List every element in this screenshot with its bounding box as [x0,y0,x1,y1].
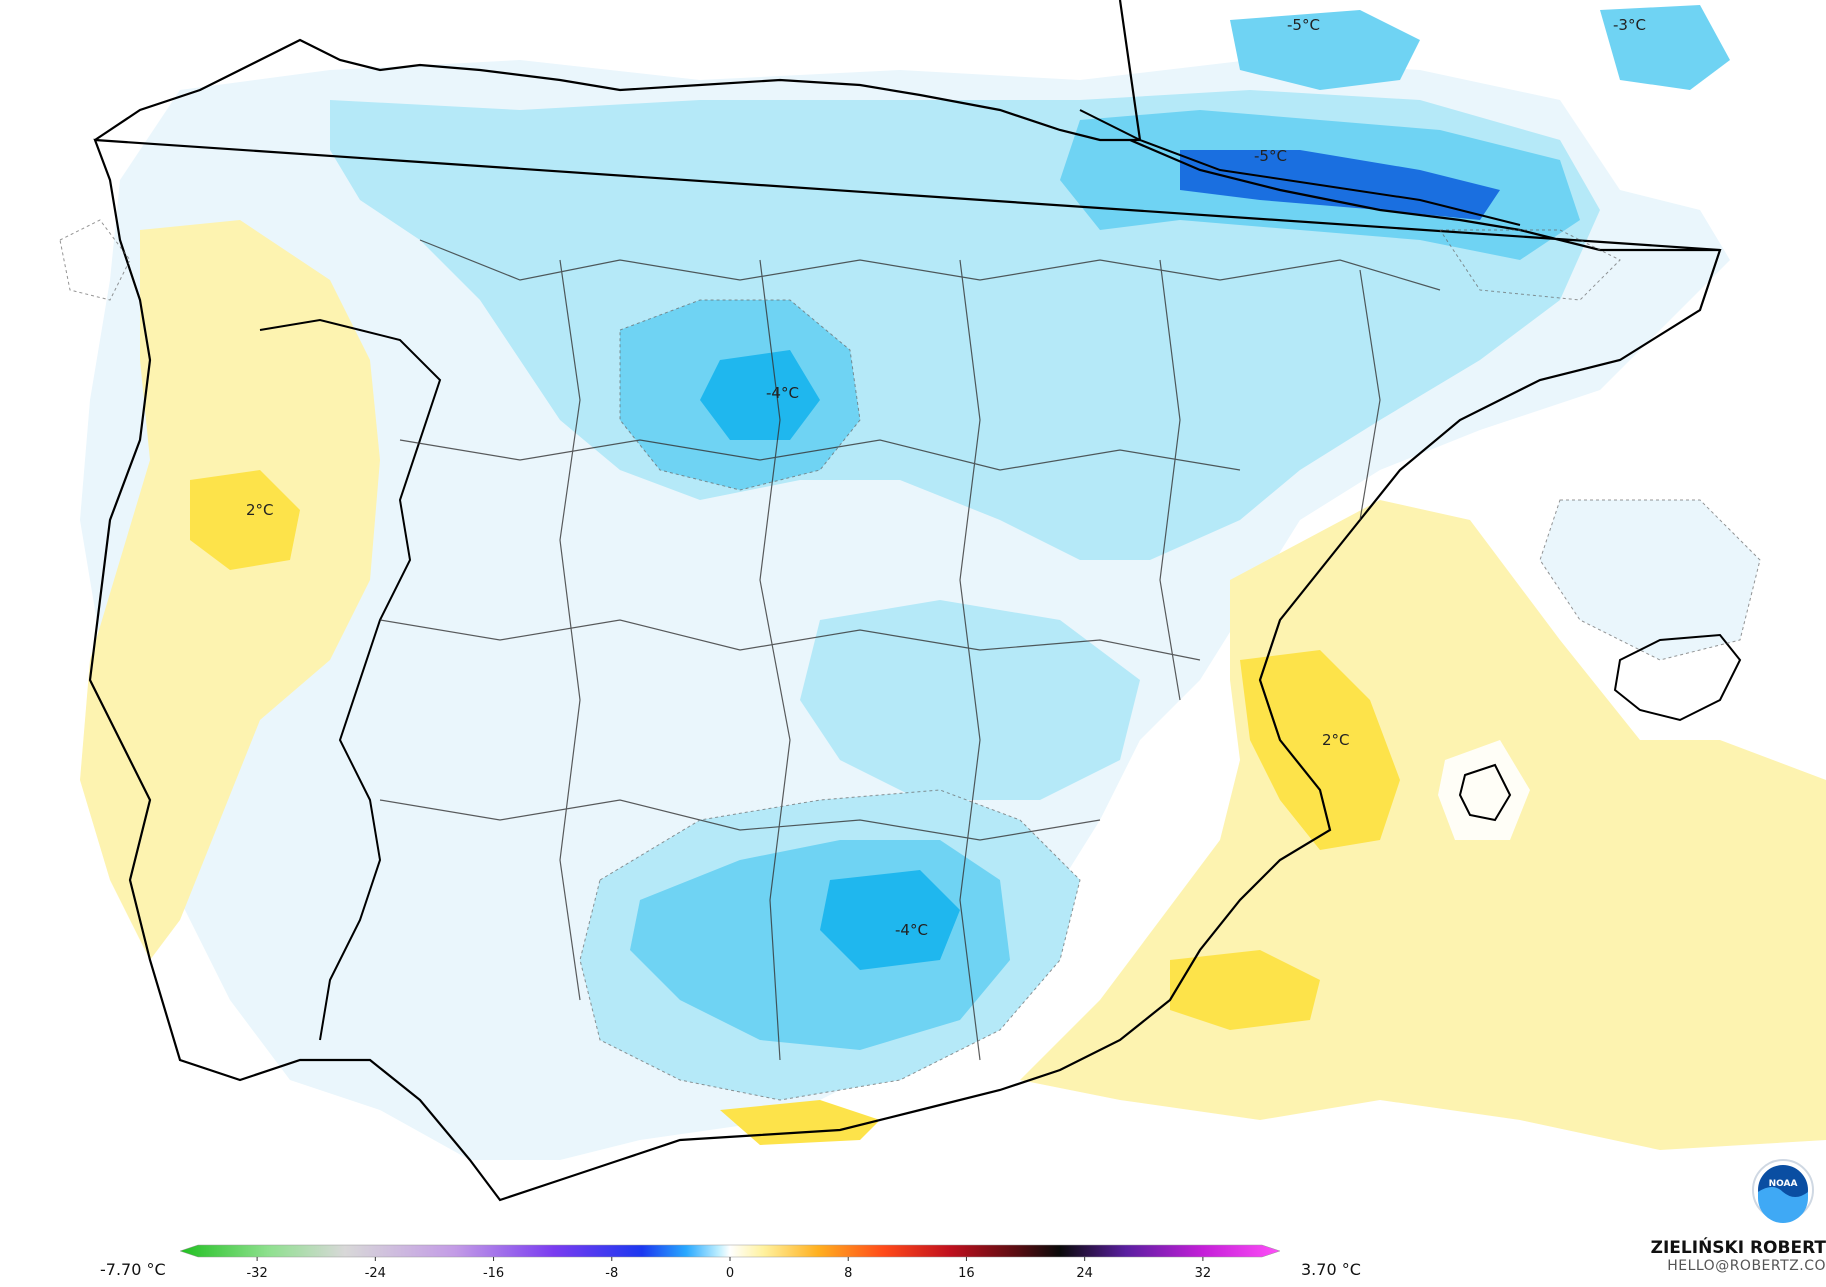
anomaly-core-far-northeast [1600,5,1730,90]
island-mallorca [1613,633,1742,722]
pyrenees-border [1079,109,1521,226]
legend-footer: -7.70 °C [0,1232,1826,1287]
island-ibiza-outline [1458,763,1512,822]
author-block: ZIELIŃSKI ROBERT HELLO@ROBERTZ.CO [1651,1238,1826,1274]
colorbar-body [179,1244,1281,1258]
colorbar-tick-label: 32 [1195,1266,1212,1281]
anomaly-peak-central [700,350,820,440]
contour-lines [59,219,1761,1101]
anomaly-field-center [800,600,1140,800]
anomaly-peak-south [820,870,960,970]
province-borders [379,239,1441,1061]
anomaly-warm-malaga [720,1100,880,1145]
svg-text:NOAA: NOAA [1769,1179,1798,1189]
author-name: ZIELIŃSKI ROBERT [1650,1238,1826,1258]
anomaly-warm-portugal [80,220,380,960]
colorbar-tick-label: 8 [844,1266,852,1281]
anomaly-core-northeast [1230,10,1420,90]
colorbar: -32 -24 -16 -8 0 8 16 24 32 [179,1244,1281,1281]
colorbar-ticks: -32 -24 -16 -8 0 8 16 24 32 [246,1257,1211,1281]
author-email: HELLO@ROBERTZ.CO [1667,1258,1826,1274]
anomaly-field-balearic [1540,500,1760,660]
temp-label: -3°C [1613,16,1646,34]
coastline [88,0,1722,1202]
temp-label: -5°C [1254,147,1287,165]
colorbar-tick-label: -32 [246,1266,267,1281]
temp-label: 2°C [1322,731,1350,749]
temp-label: -4°C [766,384,799,402]
temp-label: 2°C [246,501,274,519]
island-ibiza-halo [1438,740,1530,840]
colorbar-tick-label: -8 [605,1266,618,1281]
legend-max-value: 3.70 °C [1301,1260,1361,1279]
anomaly-warm-portugal-core [190,470,300,570]
colorbar-tick-label: 24 [1076,1266,1093,1281]
legend-min-value: -7.70 °C [100,1260,166,1279]
colorbar-tick-label: 16 [958,1266,975,1281]
temperature-anomaly-map: -5°C -3°C -5°C -4°C 2°C 2°C -4°C NOAA [59,0,1826,1223]
colorbar-tick-label: 0 [726,1266,734,1281]
anomaly-peak-pyrenees [1180,150,1500,220]
temp-label: -5°C [1287,16,1320,34]
portugal-border [259,318,442,1041]
colorbar-tick-label: -24 [365,1266,386,1281]
colorbar-tick-label: -16 [483,1266,504,1281]
anomaly-warm-murcia-core [1170,950,1320,1030]
noaa-logo-icon: NOAA [1752,1159,1814,1223]
temp-label: -4°C [895,921,928,939]
map-frame: -5°C -3°C -5°C -4°C 2°C 2°C -4°C NOAA [0,0,1826,1233]
anomaly-warm-valencia-core [1240,650,1400,850]
